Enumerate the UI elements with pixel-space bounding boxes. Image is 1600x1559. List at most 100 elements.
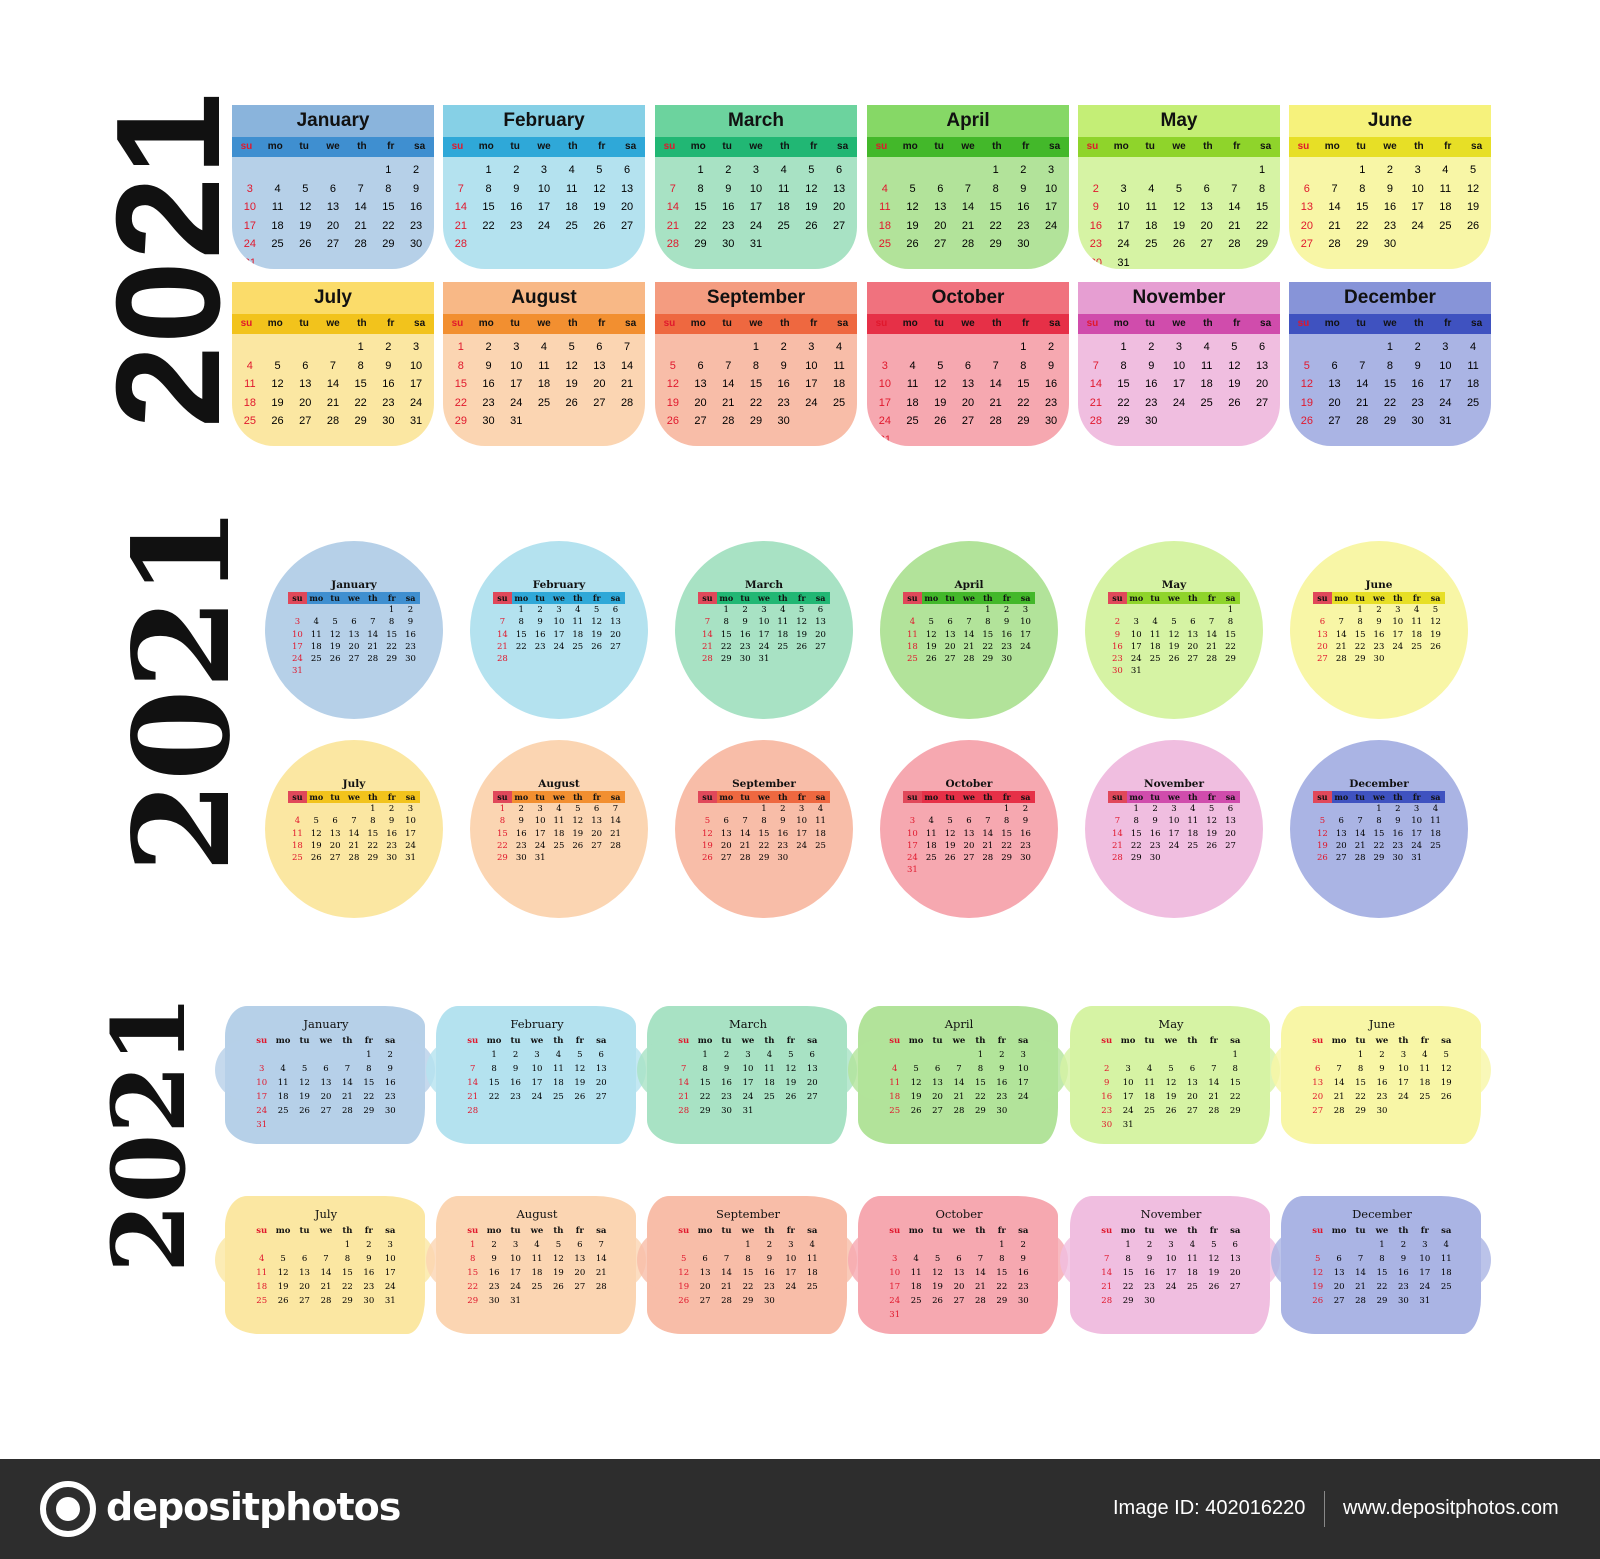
day-cell[interactable]: 11 [538, 359, 550, 372]
day-cell[interactable]: 8 [457, 359, 464, 372]
day-cell[interactable]: 28 [961, 238, 975, 250]
day-cell[interactable]: 25 [777, 641, 789, 652]
day-cell[interactable]: 18 [552, 1078, 564, 1088]
day-cell[interactable]: 6 [1336, 1254, 1342, 1264]
day-cell[interactable]: 24 [796, 840, 808, 851]
day-cell[interactable]: 21 [739, 840, 751, 851]
day-cell[interactable]: 30 [1144, 1296, 1155, 1306]
day-cell[interactable]: 20 [329, 840, 341, 851]
day-cell[interactable]: 2 [388, 804, 395, 814]
day-cell[interactable]: 11 [907, 629, 918, 640]
day-cell[interactable]: 6 [697, 359, 704, 372]
day-cell[interactable]: 8 [1259, 182, 1266, 195]
day-cell[interactable]: 6 [596, 341, 603, 353]
day-cell[interactable]: 21 [678, 1092, 690, 1102]
day-cell[interactable]: 5 [1432, 605, 1439, 615]
day-cell[interactable]: 31 [758, 654, 770, 665]
day-cell[interactable]: 8 [470, 1254, 476, 1264]
day-cell[interactable]: 22 [982, 641, 994, 652]
day-cell[interactable]: 2 [413, 164, 420, 176]
day-cell[interactable]: 16 [510, 201, 523, 213]
day-cell[interactable]: 23 [384, 1092, 396, 1102]
day-cell[interactable]: 8 [366, 1064, 372, 1074]
day-cell[interactable]: 28 [341, 1106, 353, 1116]
day-cell[interactable]: 11 [572, 617, 584, 628]
day-cell[interactable]: 27 [574, 1282, 586, 1292]
day-cell[interactable]: 17 [878, 396, 891, 409]
day-cell[interactable]: 8 [761, 816, 767, 827]
day-cell[interactable]: 5 [808, 164, 815, 176]
day-cell[interactable]: 18 [243, 396, 256, 409]
day-cell[interactable]: 15 [749, 378, 763, 390]
day-cell[interactable]: 31 [409, 415, 423, 427]
day-cell[interactable]: 25 [1419, 1092, 1431, 1102]
day-cell[interactable]: 22 [488, 1092, 500, 1102]
day-cell[interactable]: 8 [999, 1254, 1005, 1264]
day-cell[interactable]: 7 [370, 617, 376, 628]
day-cell[interactable]: 19 [910, 1092, 922, 1102]
day-cell[interactable]: 14 [963, 629, 975, 640]
day-cell[interactable]: 3 [1413, 804, 1420, 814]
day-cell[interactable]: 22 [454, 396, 467, 409]
day-cell[interactable]: 18 [1149, 641, 1161, 652]
day-cell[interactable]: 6 [598, 1050, 604, 1060]
day-cell[interactable]: 30 [482, 415, 495, 427]
day-cell[interactable]: 12 [1440, 1064, 1452, 1074]
day-cell[interactable]: 6 [934, 1064, 941, 1074]
day-cell[interactable]: 19 [796, 629, 808, 640]
day-cell[interactable]: 5 [1443, 1050, 1449, 1060]
day-cell[interactable]: 3 [1414, 164, 1421, 176]
day-cell[interactable]: 5 [1208, 804, 1215, 814]
day-cell[interactable]: 11 [879, 201, 891, 213]
day-cell[interactable]: 18 [1144, 1092, 1155, 1102]
day-cell[interactable]: 22 [354, 396, 367, 409]
day-cell[interactable]: 26 [1168, 654, 1180, 665]
day-cell[interactable]: 4 [274, 182, 281, 195]
day-cell[interactable]: 13 [1317, 629, 1328, 640]
day-cell[interactable]: 19 [1172, 219, 1186, 232]
day-cell[interactable]: 3 [513, 341, 520, 353]
day-cell[interactable]: 4 [313, 617, 319, 628]
day-cell[interactable]: 3 [1395, 605, 1401, 615]
day-cell[interactable]: 4 [1148, 182, 1155, 195]
day-cell[interactable]: 26 [591, 641, 603, 652]
day-cell[interactable]: 16 [1392, 828, 1404, 839]
day-cell[interactable]: 17 [1168, 828, 1180, 839]
day-cell[interactable]: 29 [386, 654, 398, 665]
day-cell[interactable]: 25 [1144, 1106, 1155, 1116]
day-cell[interactable]: 13 [1225, 816, 1236, 827]
day-cell[interactable]: 3 [798, 804, 805, 814]
day-cell[interactable]: 2 [780, 804, 786, 814]
day-cell[interactable]: 9 [1152, 816, 1158, 827]
day-cell[interactable]: 27 [1312, 1106, 1324, 1116]
day-cell[interactable]: 16 [409, 201, 423, 213]
day-cell[interactable]: 14 [1101, 1268, 1113, 1278]
day-cell[interactable]: 9 [485, 359, 492, 372]
day-cell[interactable]: 15 [699, 1078, 711, 1088]
day-cell[interactable]: 2 [1020, 1240, 1026, 1250]
day-cell[interactable]: 27 [1225, 840, 1236, 851]
day-cell[interactable]: 5 [274, 359, 281, 372]
day-cell[interactable]: 19 [552, 1268, 564, 1278]
day-cell[interactable]: 1 [1125, 1240, 1131, 1250]
day-cell[interactable]: 20 [595, 1078, 607, 1088]
day-cell[interactable]: 17 [534, 828, 546, 839]
day-cell[interactable]: 22 [699, 1092, 711, 1102]
day-cell[interactable]: 23 [1112, 654, 1123, 665]
day-cell[interactable]: 3 [407, 804, 414, 814]
day-cell[interactable]: 7 [329, 359, 337, 372]
day-cell[interactable]: 26 [702, 853, 713, 864]
day-cell[interactable]: 21 [953, 1092, 965, 1102]
day-cell[interactable]: 8 [1133, 816, 1139, 827]
day-cell[interactable]: 10 [1017, 1064, 1029, 1074]
day-cell[interactable]: 2 [407, 605, 414, 615]
day-cell[interactable]: 3 [1442, 341, 1449, 353]
day-cell[interactable]: 23 [363, 1282, 375, 1292]
day-cell[interactable]: 19 [666, 396, 679, 409]
day-cell[interactable]: 22 [515, 641, 527, 652]
day-cell[interactable]: 5 [596, 164, 603, 176]
day-cell[interactable]: 19 [593, 201, 606, 213]
day-cell[interactable]: 31 [1130, 666, 1142, 677]
day-cell[interactable]: 9 [385, 359, 392, 372]
day-cell[interactable]: 26 [593, 219, 606, 232]
